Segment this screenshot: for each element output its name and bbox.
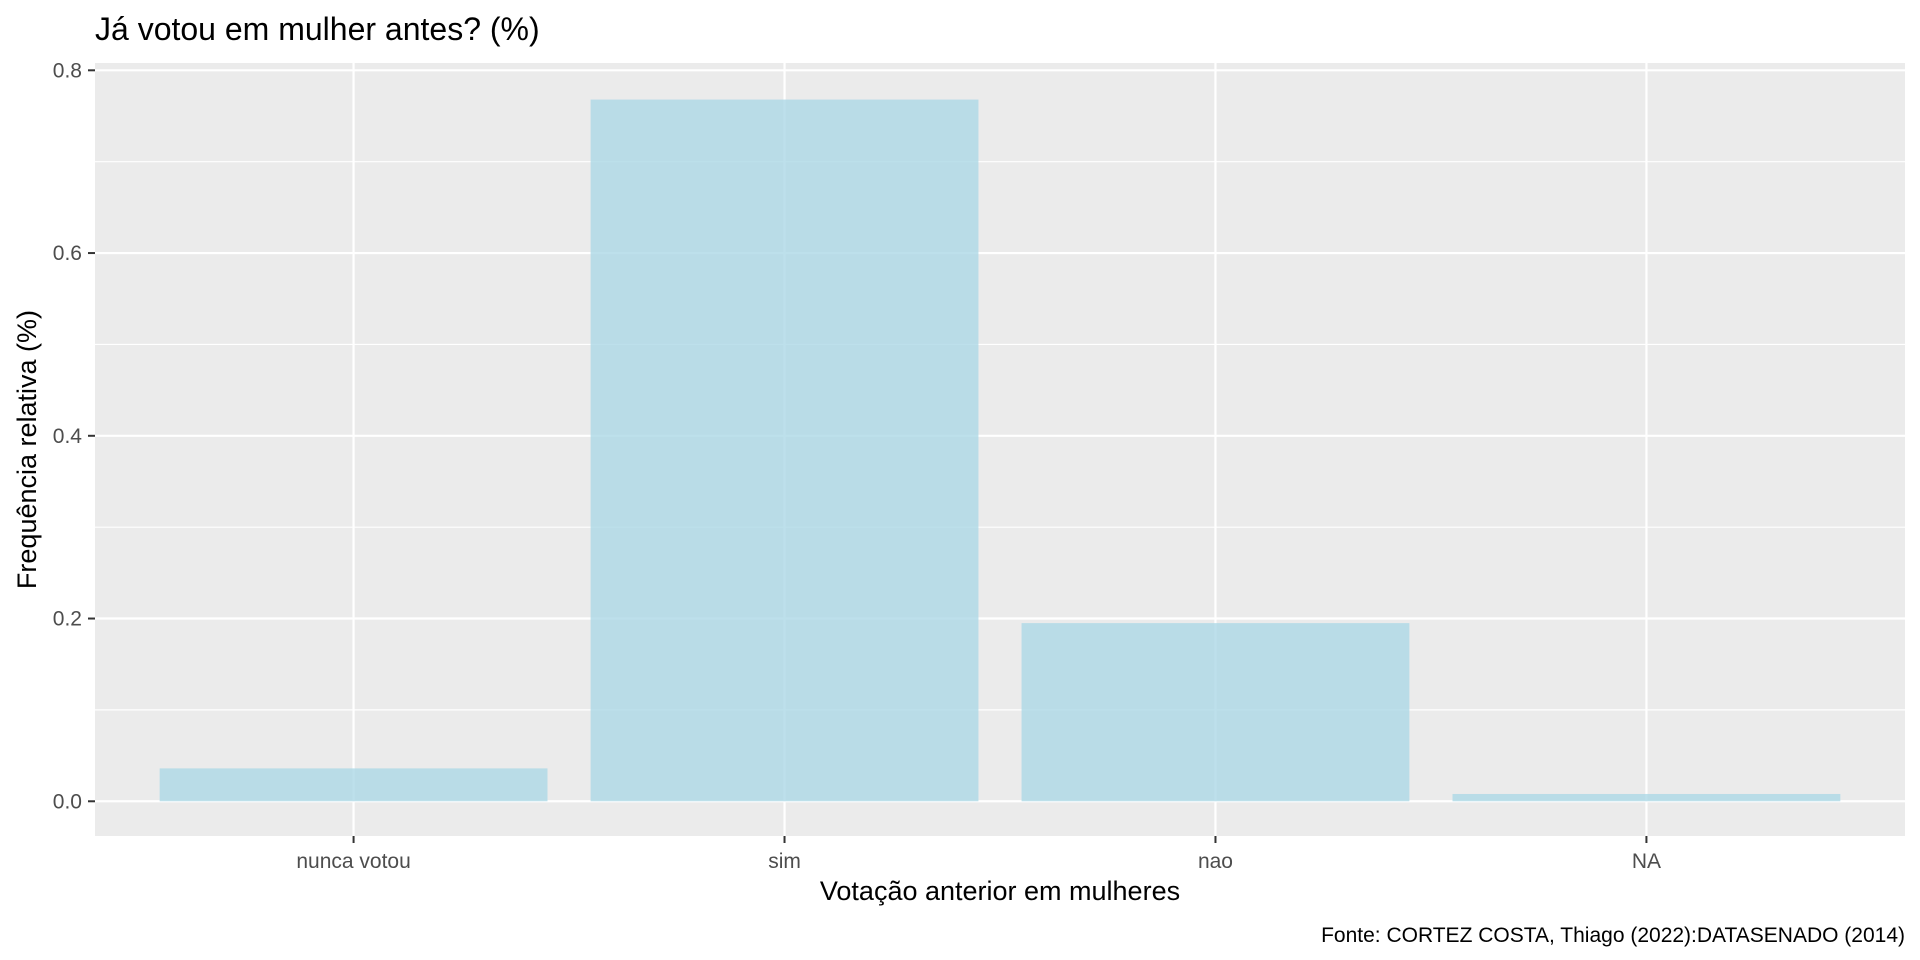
bars <box>159 99 1841 802</box>
plot-panel <box>95 63 1905 836</box>
minor-gridlines <box>95 161 1905 711</box>
x-axis-title: Votação anterior em mulheres <box>820 876 1180 906</box>
y-tick-label: 0.4 <box>53 425 83 448</box>
bar-nao <box>1021 623 1410 802</box>
y-axis-ticks: 0.0 0.2 0.4 0.6 0.8 <box>53 59 95 813</box>
bar-na <box>1452 793 1841 802</box>
bar-sim <box>590 99 979 802</box>
y-axis-title: Frequência relativa (%) <box>12 310 42 589</box>
x-tick-label: sim <box>768 850 801 873</box>
source-caption: Fonte: CORTEZ COSTA, Thiago (2022):DATAS… <box>1321 924 1905 947</box>
x-tick-label: nunca votou <box>296 850 410 873</box>
y-tick-label: 0.8 <box>53 59 82 82</box>
y-tick-label: 0.2 <box>53 608 82 631</box>
bar-nunca-votou <box>159 768 548 802</box>
x-tick-label: nao <box>1198 850 1233 873</box>
x-tick-label: NA <box>1632 850 1661 873</box>
y-tick-label: 0.0 <box>53 790 82 813</box>
chart-title: Já votou em mulher antes? (%) <box>95 11 540 47</box>
x-axis-ticks: nunca votou sim nao NA <box>296 836 1661 873</box>
y-tick-label: 0.6 <box>53 242 82 265</box>
